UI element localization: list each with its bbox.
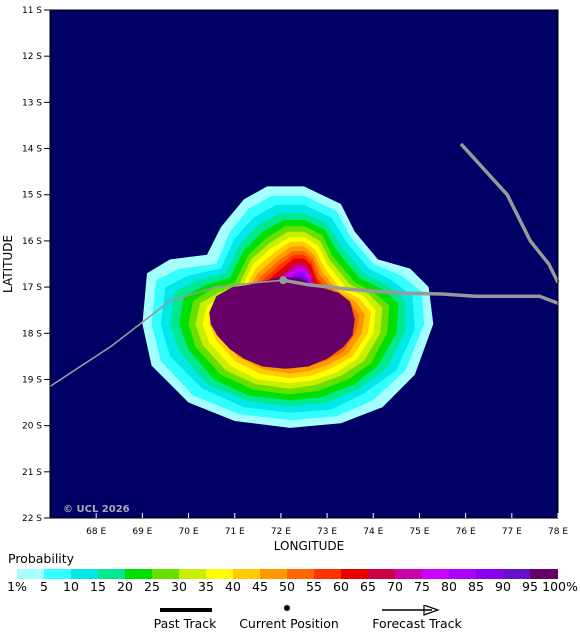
x-tick-label: 70 E <box>179 527 199 537</box>
legend-stop-label: 85 <box>468 579 484 594</box>
legend-stop-label: 20 <box>117 579 133 594</box>
legend-stop-label: 65 <box>360 579 376 594</box>
legend-swatch <box>422 569 450 579</box>
y-tick-label: 15 S <box>22 191 42 201</box>
legend-title: Probability <box>8 551 75 566</box>
legend-swatch <box>530 569 558 579</box>
legend-stop-label: 40 <box>225 579 241 594</box>
legend-swatch <box>206 569 234 579</box>
probability-map: 68 E 69 E 70 E 71 E 72 E 73 E 74 E 75 E 76 E 77 E… <box>1 6 568 553</box>
legend-swatch <box>44 569 72 579</box>
y-tick-label: 22 S <box>22 514 42 524</box>
legend-stop-label: 25 <box>144 579 160 594</box>
forecast-track-label: Forecast Track <box>372 616 462 631</box>
copyright-text: © UCL 2026 <box>63 504 130 515</box>
other-storm-track-line <box>459 142 560 284</box>
legend-stop-label: 50 <box>279 579 295 594</box>
legend-swatch <box>503 569 531 579</box>
probability-contours <box>142 186 434 428</box>
x-tick-label: 76 E <box>456 527 476 537</box>
legend-swatch <box>449 569 477 579</box>
y-axis-title: LATITUDE <box>1 235 15 293</box>
legend-swatch <box>395 569 423 579</box>
x-axis-title: LONGITUDE <box>274 539 344 553</box>
legend-stop-label: 45 <box>252 579 268 594</box>
y-tick-label: 13 S <box>22 98 42 108</box>
axis-ticks: 68 E 69 E 70 E 71 E 72 E 73 E 74 E 75 E 76 E 77 E… <box>22 6 568 537</box>
legend-swatch <box>341 569 369 579</box>
legend-swatch <box>233 569 261 579</box>
forecast-arrow-icon <box>423 605 440 616</box>
legend-stop-label: 55 <box>306 579 322 594</box>
x-tick-label: 74 E <box>363 527 383 537</box>
x-tick-label: 71 E <box>225 527 245 537</box>
legend-swatch <box>287 569 315 579</box>
legend-stop-label: 5 <box>40 579 48 594</box>
legend-stop-label: 95 <box>522 579 538 594</box>
legend-stop-label: 60 <box>333 579 349 594</box>
legend-stop-label: 90 <box>495 579 511 594</box>
legend-swatch <box>98 569 126 579</box>
y-tick-label: 11 S <box>22 6 42 16</box>
legend-stop-label: 10 <box>63 579 79 594</box>
y-tick-label: 21 S <box>22 468 42 478</box>
legend-swatch <box>476 569 504 579</box>
y-tick-label: 20 S <box>22 422 42 432</box>
contour-95 <box>209 276 355 369</box>
legend-stop-label: 80 <box>441 579 457 594</box>
legend-swatch <box>260 569 288 579</box>
past-track-line <box>49 279 284 388</box>
x-tick-label: 72 E <box>271 527 291 537</box>
x-tick-label: 69 E <box>132 527 152 537</box>
current-position-marker <box>279 276 288 285</box>
legend-swatch <box>17 569 45 579</box>
legend-swatch <box>368 569 396 579</box>
y-tick-label: 17 S <box>22 283 42 293</box>
legend-swatch <box>125 569 153 579</box>
legend-stop-label: 75 <box>414 579 430 594</box>
x-tick-label: 77 E <box>502 527 522 537</box>
current-position-key-dot <box>284 605 290 611</box>
y-tick-label: 19 S <box>22 375 42 385</box>
legend-stop-label: 15 <box>90 579 106 594</box>
legend-stop-label: 100% <box>542 579 578 594</box>
x-tick-label: 68 E <box>86 527 106 537</box>
forecast-track-line <box>282 278 559 305</box>
y-tick-label: 16 S <box>22 237 42 247</box>
x-tick-label: 75 E <box>409 527 429 537</box>
legend-stop-label: 35 <box>198 579 214 594</box>
x-tick-label: 78 E <box>548 527 568 537</box>
legend-swatch <box>152 569 180 579</box>
legend-stop-label: 30 <box>171 579 187 594</box>
y-tick-label: 18 S <box>22 329 42 339</box>
storm-tracks <box>49 142 560 388</box>
legend-stop-label: 1% <box>7 579 27 594</box>
legend-swatch <box>314 569 342 579</box>
legend-stop-label: 70 <box>387 579 403 594</box>
y-tick-label: 12 S <box>22 52 42 62</box>
x-tick-label: 73 E <box>317 527 337 537</box>
current-position-label: Current Position <box>239 616 339 631</box>
map-frame <box>49 9 559 519</box>
past-track-label: Past Track <box>153 616 217 631</box>
y-tick-label: 14 S <box>22 145 42 155</box>
legend-swatch <box>71 569 99 579</box>
legend-swatch <box>179 569 207 579</box>
